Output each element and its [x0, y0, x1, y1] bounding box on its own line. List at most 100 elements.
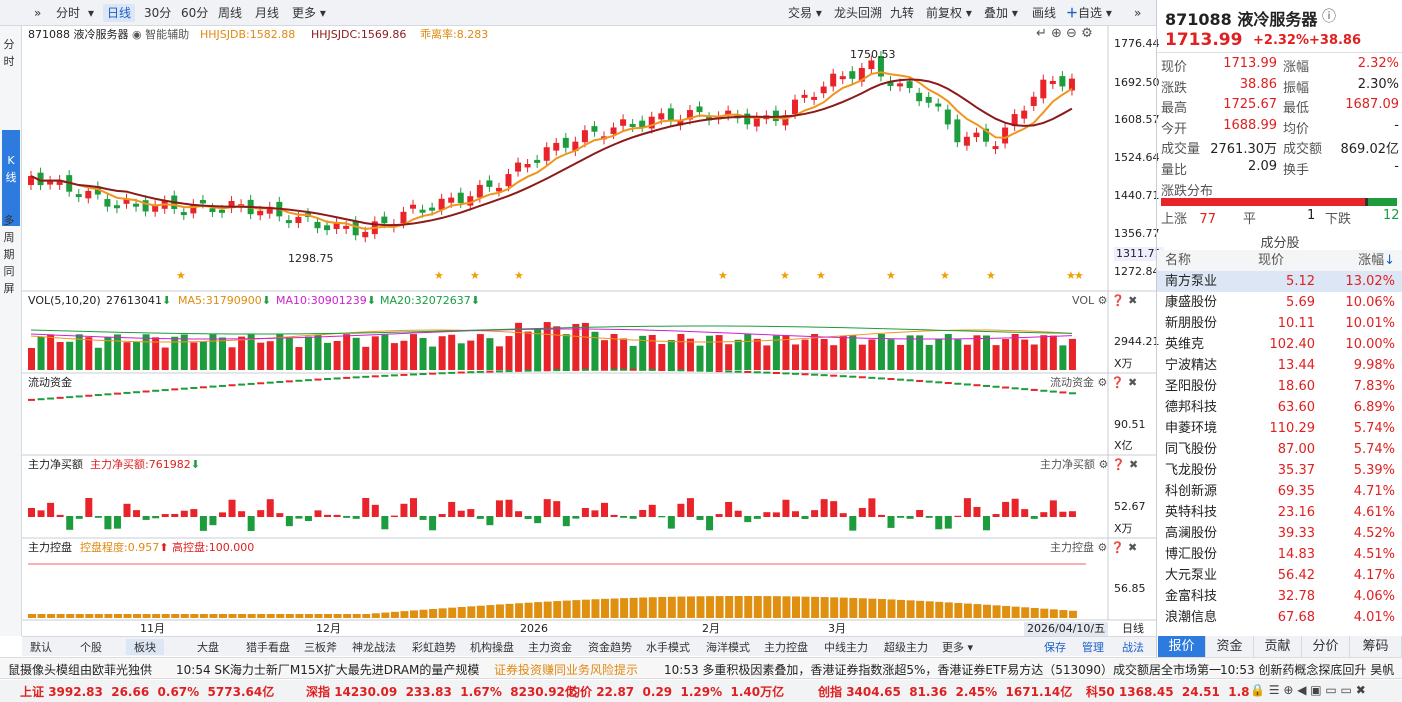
- draw-button[interactable]: 画线: [1032, 6, 1057, 20]
- tab-chips[interactable]: 筹码: [1350, 636, 1402, 658]
- constituent-pct: 5.39%: [1353, 463, 1395, 478]
- news-item[interactable]: 10:53 多重积极因素叠加，香港证券指数涨超5%，香港证券ETF易方达（513…: [664, 663, 1222, 677]
- expand-icon[interactable]: »: [1134, 6, 1142, 20]
- constituent-row[interactable]: 金富科技 32.78 4.06%: [1157, 586, 1402, 607]
- constituent-name: 宁波精达: [1165, 358, 1218, 373]
- constituent-row[interactable]: 大元泵业 56.42 4.17%: [1157, 565, 1402, 586]
- indicator-tab[interactable]: 猎手看盘: [246, 641, 290, 654]
- indicator-tab[interactable]: 中线主力: [824, 641, 868, 654]
- kline-chart-svg[interactable]: ★ ★ ★ ★ ★ ★ ★ ★ ★ ★ ★★: [22, 26, 1156, 636]
- netbuy-bar: [839, 513, 847, 517]
- info-icon[interactable]: ⓘ: [1322, 9, 1336, 25]
- news-item[interactable]: 10:54 SK海力士新厂M15X扩大最先进DRAM的量产规模: [176, 663, 480, 677]
- news-item[interactable]: 10:53 创新药概念探底回升 昊帆: [1220, 663, 1395, 677]
- index-item[interactable]: 均价 22.87 0.29 1.29% 1.40万亿: [568, 685, 785, 699]
- index-item[interactable]: 深指 14230.09 233.83 1.67% 8230.92亿: [306, 685, 577, 699]
- tab-daily[interactable]: 日线: [103, 4, 136, 22]
- indicator-tab-active[interactable]: 板块: [126, 639, 164, 655]
- nine-turn-button[interactable]: 九转: [890, 6, 915, 20]
- chart-tools-icons[interactable]: ↵ ⊕ ⊖ ⚙: [1036, 26, 1093, 41]
- volume-bar: [66, 341, 74, 370]
- indicator-tab[interactable]: 个股: [80, 641, 102, 654]
- control-bar: [47, 614, 56, 618]
- candle-body: [572, 141, 579, 152]
- constituent-row[interactable]: 宁波精达 13.44 9.98%: [1157, 355, 1402, 376]
- volume-bar: [629, 345, 637, 370]
- overlay-button[interactable]: 叠加 ▾: [984, 6, 1018, 20]
- tab-quote[interactable]: 报价: [1158, 636, 1206, 658]
- flow-mark: [476, 370, 484, 373]
- indicator-tab[interactable]: 三板斧: [304, 641, 337, 654]
- dropdown-icon[interactable]: ▾: [88, 6, 95, 20]
- news-item[interactable]: 鼠摄像头模组由欧菲光独供: [8, 663, 153, 677]
- indicator-tab[interactable]: 海洋模式: [706, 641, 750, 654]
- index-item[interactable]: 创指 3404.65 81.36 2.45% 1671.14亿: [818, 685, 1073, 699]
- constituent-row[interactable]: 科创新源 69.35 4.71%: [1157, 481, 1402, 502]
- tab-price-dist[interactable]: 分价: [1302, 636, 1350, 658]
- netbuy-bar: [610, 514, 618, 517]
- tab-fenshi[interactable]: 分时: [56, 6, 81, 20]
- constituent-row[interactable]: 英维克 102.40 10.00%: [1157, 334, 1402, 355]
- constituent-row[interactable]: 康盛股份 5.69 10.06%: [1157, 292, 1402, 313]
- constituent-row[interactable]: 新朋股份 10.11 10.01%: [1157, 313, 1402, 334]
- tab-30min[interactable]: 30分: [144, 6, 172, 20]
- tab-contribution[interactable]: 贡献: [1254, 636, 1302, 658]
- tab-more[interactable]: 更多 ▾: [292, 6, 326, 20]
- constituent-price: 35.37: [1277, 463, 1315, 478]
- flow-mark: [161, 389, 169, 392]
- indicator-tab[interactable]: 主力控盘: [764, 641, 808, 654]
- indicator-tab[interactable]: 神龙战法: [352, 641, 396, 654]
- tab-monthly[interactable]: 月线: [255, 6, 280, 20]
- constituent-row[interactable]: 高澜股份 39.33 4.52%: [1157, 523, 1402, 544]
- status-icons[interactable]: 🔒 ☰ ⊕ ◀ ▣ ▭ ▭ ✖: [1250, 683, 1366, 697]
- adjust-button[interactable]: 前复权 ▾: [926, 6, 972, 20]
- constituent-pct: 4.06%: [1353, 589, 1395, 604]
- indicator-tab[interactable]: 主力资金: [528, 641, 572, 654]
- constituent-row[interactable]: 申菱环境 110.29 5.74%: [1157, 418, 1402, 439]
- assist-toggle[interactable]: ◉ 智能辅助: [132, 28, 190, 41]
- watchlist-button[interactable]: ＋自选 ▾: [1066, 6, 1112, 20]
- sort-header[interactable]: 涨幅↓: [1358, 253, 1395, 268]
- constituent-row[interactable]: 南方泵业 5.12 13.02%: [1157, 271, 1402, 292]
- collapse-icon[interactable]: »: [34, 6, 42, 20]
- tab-weekly[interactable]: 周线: [218, 6, 243, 20]
- indicator-tab[interactable]: 大盘: [197, 641, 219, 654]
- indicator-tab[interactable]: 超级主力: [884, 641, 928, 654]
- flow-mark: [992, 385, 1000, 388]
- control-bar: [381, 612, 390, 618]
- flow-mark: [113, 392, 121, 395]
- constituent-row[interactable]: 圣阳股份 18.60 7.83%: [1157, 376, 1402, 397]
- save-button[interactable]: 保存: [1044, 641, 1066, 654]
- trade-button[interactable]: 交易 ▾: [788, 6, 822, 20]
- indicator-tab[interactable]: 水手模式: [646, 641, 690, 654]
- candle-body: [581, 130, 588, 143]
- index-item[interactable]: 科50 1368.45 24.51 1.8: [1086, 685, 1250, 699]
- indicator-tab[interactable]: 彩虹趋势: [412, 641, 456, 654]
- strategy-button[interactable]: 战法: [1122, 641, 1144, 654]
- constituent-row[interactable]: 浪潮信息 67.68 4.01%: [1157, 607, 1402, 628]
- netbuy-bar: [992, 514, 1000, 517]
- high-marker: 1750.53: [850, 48, 896, 61]
- constituent-row[interactable]: 德邦科技 63.60 6.89%: [1157, 397, 1402, 418]
- constituent-row[interactable]: 飞龙股份 35.37 5.39%: [1157, 460, 1402, 481]
- tab-funds[interactable]: 资金: [1206, 636, 1254, 658]
- indicator-tab[interactable]: 机构操盘: [470, 641, 514, 654]
- indicator-tab[interactable]: 资金趋势: [588, 641, 632, 654]
- manage-button[interactable]: 管理: [1082, 641, 1104, 654]
- index-item[interactable]: 上证 3992.83 26.66 0.67% 5773.64亿: [20, 685, 275, 699]
- side-tab-kline[interactable]: K线: [2, 130, 20, 226]
- chart-area[interactable]: ★ ★ ★ ★ ★ ★ ★ ★ ★ ★ ★ ★ 871088 液冷服务器 ◉ 智能辅助 HHJSJDB…: [22, 26, 1164, 636]
- indicator-tab[interactable]: 默认: [30, 641, 52, 654]
- candle-body: [1068, 78, 1075, 91]
- constituent-row[interactable]: 英特科技 23.16 4.61%: [1157, 502, 1402, 523]
- news-item[interactable]: 证券投资赚同业务风险提示: [494, 663, 639, 677]
- side-tab-fenshi[interactable]: 分时: [3, 38, 15, 68]
- leader-review-button[interactable]: 龙头回溯: [834, 6, 883, 20]
- volume-bar: [572, 323, 580, 370]
- constituent-row[interactable]: 同飞股份 87.00 5.74%: [1157, 439, 1402, 460]
- side-tab-multi-period[interactable]: 多周期同屏: [3, 214, 15, 295]
- indicator-tab-more[interactable]: 更多 ▾: [942, 641, 974, 654]
- constituent-row[interactable]: 博汇股份 14.83 4.51%: [1157, 544, 1402, 565]
- volume-bar: [410, 334, 417, 370]
- tab-60min[interactable]: 60分: [181, 6, 209, 20]
